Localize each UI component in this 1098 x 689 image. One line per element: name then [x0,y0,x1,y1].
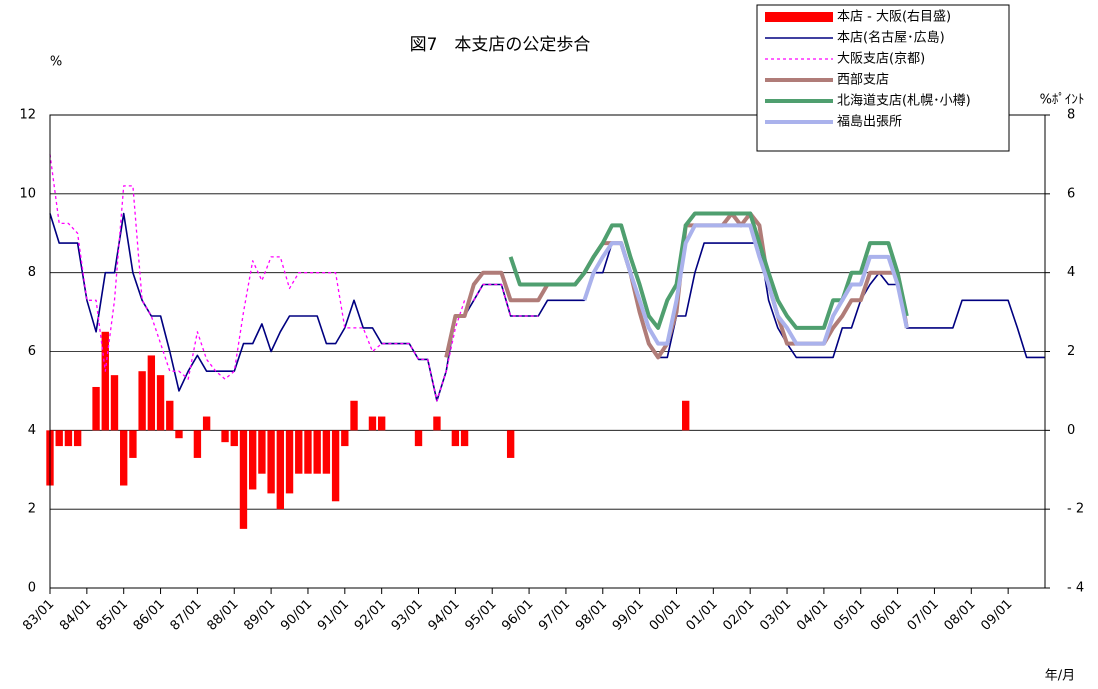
y-tick-label: 2 [28,502,36,517]
bar [460,430,469,447]
y-axis-label: % [50,55,62,70]
bar [304,430,312,474]
bar [175,430,183,439]
bar [295,430,303,474]
bar [147,355,156,431]
y2-tick-label: 2 [1067,344,1075,359]
bar [129,430,137,458]
line [444,211,909,360]
bar [55,430,63,447]
legend-swatch [765,12,833,22]
bar [341,430,349,447]
y2-tick-label: - 4 [1067,581,1084,596]
legend-label: 北海道支店(札幌･小樽) [837,93,971,109]
y-tick-label: 10 [19,186,36,201]
bar [451,430,460,447]
bar [120,430,128,486]
bar [239,430,248,529]
bar [313,430,321,474]
y2-tick-label: 4 [1067,265,1075,280]
bar [682,400,690,431]
bar [166,400,174,431]
line [49,154,539,402]
bar [331,430,340,502]
bar [92,386,100,431]
bar [138,371,146,431]
bar [368,416,377,431]
bar [350,400,358,431]
bar [230,430,238,447]
bar [156,375,165,431]
bar [193,430,202,458]
y2-tick-label: 6 [1067,186,1075,201]
legend-label: 本店 - 大阪(右目盛) [837,10,951,25]
bar [258,430,266,474]
chart-title: 図7 本支店の公定歩合 [410,35,591,55]
bar [101,331,109,431]
bar [506,430,515,458]
bar [110,375,119,431]
y-tick-label: 12 [19,108,36,123]
y-tick-label: 0 [28,581,36,596]
y2-tick-label: - 2 [1067,502,1084,517]
bar [433,416,441,431]
bar [202,416,211,431]
bar [249,430,257,490]
bar [285,430,294,494]
bar [322,430,331,474]
y2-tick-label: 0 [1067,423,1075,438]
y2-tick-label: 8 [1067,108,1075,123]
bar [267,430,275,494]
y-tick-label: 8 [28,265,36,280]
legend-label: 西部支店 [837,73,889,88]
legend-label: 福島出張所 [837,115,902,130]
y2-axis-label: %ﾎﾟｲﾝﾄ [1040,93,1085,108]
bar [73,430,82,447]
bar [377,416,386,431]
y-tick-label: 6 [28,344,36,359]
bar [221,430,229,443]
y-tick-label: 4 [28,423,36,438]
plot-frame [49,114,1046,589]
bar [64,430,73,447]
legend-label: 本店(名古屋･広島) [837,30,945,46]
bar [414,430,423,447]
bar [276,430,285,510]
legend-label: 大阪支店(京都) [837,52,925,67]
x-axis-label: 年/月 [1045,669,1075,684]
line [582,223,909,346]
